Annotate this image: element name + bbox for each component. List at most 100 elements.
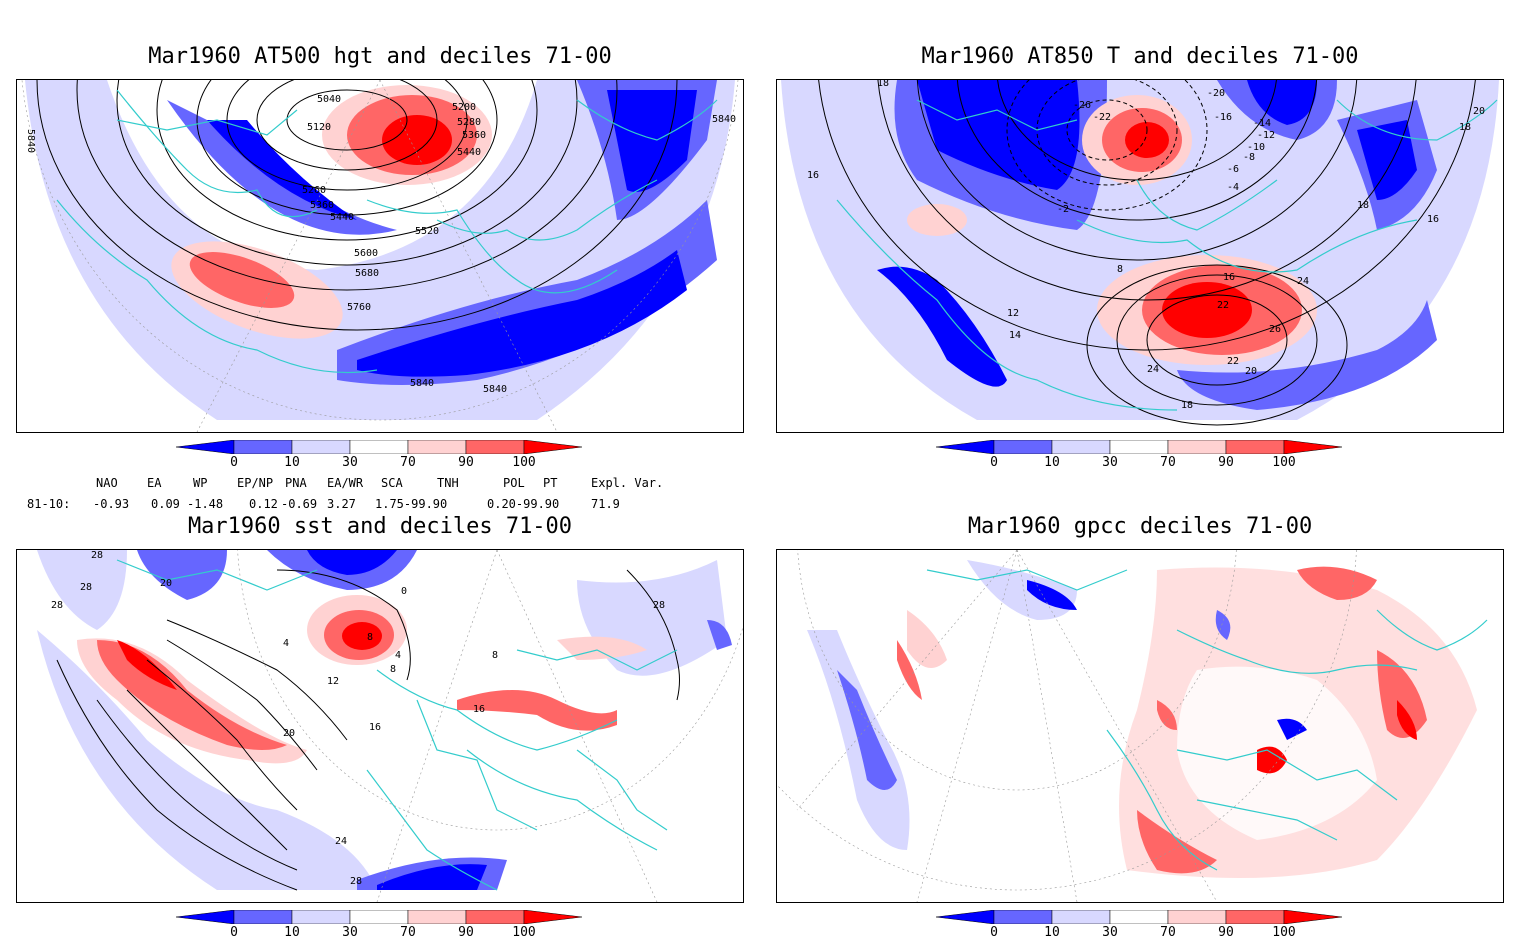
colorbar-tick-label: 30 (1102, 925, 1118, 940)
contour-label: 8 (1117, 264, 1123, 275)
contour-label: 14 (1009, 330, 1021, 341)
map-panel-sst: 28 28 28 20 0 4 8 4 8 8 12 16 16 20 24 2… (16, 549, 744, 903)
contour-label: 4 (395, 650, 401, 661)
index-header: NAO (96, 476, 118, 490)
contour-label: 0 (401, 586, 407, 597)
index-header: POL (503, 476, 525, 490)
contour-label: 8 (390, 664, 396, 675)
colorbar-segment (233, 910, 293, 924)
colorbar-graphic (176, 440, 583, 454)
panel-title-sst: Mar1960 sst and deciles 71-00 (187, 514, 573, 539)
panel-title-t850: Mar1960 AT850 T and deciles 71-00 (921, 44, 1359, 69)
colorbar-tick-label: 10 (1044, 455, 1060, 470)
contour-label: 28 (80, 582, 92, 593)
panel-title-gpcc: Mar1960 gpcc deciles 71-00 (967, 514, 1313, 539)
colorbar-segment (349, 910, 409, 924)
colorbar-segment (523, 910, 583, 924)
contour-label: 24 (1297, 276, 1309, 287)
contour-label: 5600 (354, 248, 378, 259)
contour-label: 18 (1357, 200, 1369, 211)
contour-label: 5260 (302, 185, 326, 196)
contour-label: 28 (653, 600, 665, 611)
contour-label: 5280 (457, 117, 481, 128)
colorbar-segment (1283, 440, 1343, 454)
colorbar-segment (936, 910, 995, 924)
contour-label: 5520 (415, 226, 439, 237)
contour-label: 12 (1007, 308, 1019, 319)
colorbar-tick-label: 10 (1044, 925, 1060, 940)
contour-label: 5680 (355, 268, 379, 279)
colorbar-tick-label: 90 (458, 925, 474, 940)
colorbar-tick-label: 0 (230, 455, 238, 470)
contour-label: 4 (283, 638, 289, 649)
colorbar-segment (993, 910, 1053, 924)
contour-label: 5360 (462, 130, 486, 141)
colorbar-tick-label: 30 (342, 455, 358, 470)
index-value: 0.12 (249, 497, 278, 511)
index-value: 1.75-99.90 (375, 497, 448, 511)
contour-label: 16 (369, 722, 381, 733)
colorbar-tick-label: 0 (230, 925, 238, 940)
contour-label: -26 (1073, 100, 1091, 111)
index-header: EA/WR (327, 476, 364, 490)
colorbar-tick-label: 0 (990, 925, 998, 940)
colorbar-graphic (936, 440, 1343, 454)
contour-label: -2 (1057, 204, 1069, 215)
contour-label: 5440 (457, 147, 481, 158)
contour-label: 24 (335, 836, 347, 847)
contour-label: 16 (807, 170, 819, 181)
colorbar-gpcc: 0 10 30 70 90 100 (936, 910, 1346, 942)
contour-label: 5840 (712, 114, 736, 125)
colorbar-segment (176, 440, 235, 454)
contour-label: 5040 (317, 94, 341, 105)
colorbar-tick-label: 90 (1218, 455, 1234, 470)
colorbar-segment (1225, 910, 1285, 924)
colorbar-segment (1225, 440, 1285, 454)
index-header: EA (147, 476, 162, 490)
contour-label: 5760 (347, 302, 371, 313)
contour-label: -20 (1207, 88, 1225, 99)
colorbar-tick-label: 90 (458, 455, 474, 470)
colorbar-segment (523, 440, 583, 454)
colorbar-graphic (176, 910, 583, 924)
contour-label: 18 (1459, 122, 1471, 133)
colorbar-t850: 0 10 30 70 90 100 (936, 440, 1346, 472)
contour-label: -10 (1247, 142, 1265, 153)
map-panel-hgt: 5040 5120 5200 5280 5360 5440 5260 5360 … (16, 79, 744, 433)
contour-label: -22 (1093, 112, 1111, 123)
contour-label: -14 (1253, 118, 1271, 129)
colorbar-tick-label: 100 (512, 455, 536, 470)
index-header: SCA (381, 476, 403, 490)
colorbar-tick-label: 10 (284, 455, 300, 470)
contour-label: 20 (283, 728, 295, 739)
index-value: -0.69 (281, 497, 318, 511)
contour-label: 18 (877, 80, 889, 89)
colorbar-segment (1051, 910, 1111, 924)
contour-label: 16 (473, 704, 485, 715)
contour-label: 20 (1245, 366, 1257, 377)
colorbar-tick-label: 100 (1272, 455, 1296, 470)
index-header: PT (543, 476, 558, 490)
contour-label: 8 (367, 632, 373, 643)
colorbar-hgt: 0 10 30 70 90 100 (176, 440, 586, 472)
colorbar-tick-label: 30 (1102, 455, 1118, 470)
index-header: PNA (285, 476, 307, 490)
contour-label: -12 (1257, 130, 1275, 141)
index-header: WP (193, 476, 208, 490)
colorbar-segment (936, 440, 995, 454)
panel-title-hgt: Mar1960 AT500 hgt and deciles 71-00 (148, 44, 612, 69)
contour-label: 5200 (452, 102, 476, 113)
colorbar-segment (465, 910, 525, 924)
contour-label: 5440 (330, 212, 354, 223)
colorbar-tick-label: 0 (990, 455, 998, 470)
colorbar-segment (993, 440, 1053, 454)
colorbar-segment (291, 440, 351, 454)
colorbar-segment (407, 910, 467, 924)
index-value: 0.09 (151, 497, 180, 511)
contour-label: 5840 (25, 129, 36, 153)
contour-label: 22 (1217, 300, 1229, 311)
index-value: 71.9 (591, 497, 620, 511)
contour-label: 28 (51, 600, 63, 611)
contour-label: 28 (350, 876, 362, 887)
colorbar-tick-label: 70 (400, 455, 416, 470)
